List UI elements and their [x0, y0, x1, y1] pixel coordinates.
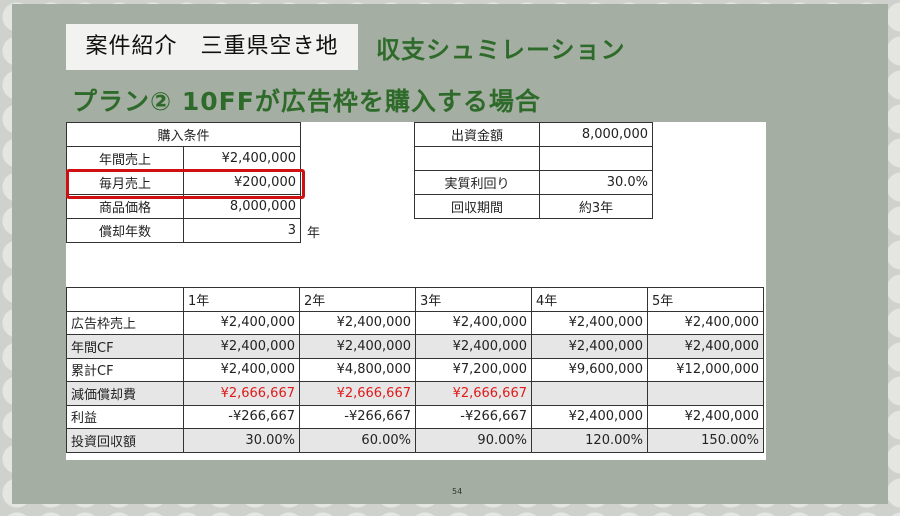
condition-label: 毎月売上: [66, 170, 184, 195]
table-cell: ¥2,666,667: [415, 381, 532, 406]
investment-label: [414, 146, 540, 171]
table-cell: ¥2,400,000: [647, 334, 764, 359]
column-header: 5年: [647, 287, 764, 312]
table-cell: ¥2,400,000: [531, 310, 648, 335]
table-row: 利益 -¥266,667 -¥266,667 -¥266,667 ¥2,400,…: [66, 404, 764, 429]
row-label: 広告枠売上: [66, 310, 184, 335]
spreadsheet: 購入条件 年間売上 ¥2,400,000 毎月売上 ¥200,000 商品価格 …: [66, 122, 766, 460]
project-tag: 案件紹介 三重県空き地: [66, 24, 358, 70]
slide-subtitle: プラン② 10FFが広告枠を購入する場合: [72, 87, 541, 116]
investment-label: 出資金額: [414, 122, 540, 147]
table-cell: ¥9,600,000: [531, 357, 648, 382]
table-cell: ¥7,200,000: [415, 357, 532, 382]
row-label: 利益: [66, 404, 184, 429]
condition-value: ¥200,000: [183, 170, 301, 195]
condition-value: 3: [183, 218, 301, 243]
table-cell: 120.00%: [531, 428, 648, 453]
investment-value: 30.0%: [539, 170, 653, 195]
table-row: 広告枠売上 ¥2,400,000 ¥2,400,000 ¥2,400,000 ¥…: [66, 310, 764, 335]
table-cell: ¥2,400,000: [647, 404, 764, 429]
table-cell: ¥2,400,000: [531, 404, 648, 429]
table-row: 購入条件: [66, 122, 301, 147]
table-cell: ¥4,800,000: [299, 357, 416, 382]
condition-value: ¥2,400,000: [183, 146, 301, 171]
table-row: 年間CF ¥2,400,000 ¥2,400,000 ¥2,400,000 ¥2…: [66, 334, 764, 359]
table-cell: -¥266,667: [183, 404, 300, 429]
investment-label: 実質利回り: [414, 170, 540, 195]
table-cell: 30.00%: [183, 428, 300, 453]
purchase-conditions-table: 購入条件 年間売上 ¥2,400,000 毎月売上 ¥200,000 商品価格 …: [66, 122, 301, 243]
column-header: [66, 287, 184, 312]
table-row: [414, 146, 653, 171]
table-cell: ¥2,400,000: [531, 334, 648, 359]
table-cell: ¥2,666,667: [183, 381, 300, 406]
table-cell: 150.00%: [647, 428, 764, 453]
yearly-table: 1年 2年 3年 4年 5年 広告枠売上 ¥2,400,000 ¥2,400,0…: [66, 287, 764, 453]
table-cell: ¥2,400,000: [415, 334, 532, 359]
table-cell: ¥2,400,000: [183, 310, 300, 335]
table-cell: -¥266,667: [299, 404, 416, 429]
slide-title: 収支シュミレーション: [376, 36, 626, 64]
table-row: 商品価格 8,000,000: [66, 194, 301, 219]
table-row: 投資回収額 30.00% 60.00% 90.00% 120.00% 150.0…: [66, 428, 764, 453]
condition-label: 年間売上: [66, 146, 184, 171]
table-row: 出資金額 8,000,000: [414, 122, 653, 147]
column-header: 1年: [183, 287, 300, 312]
table-cell: -¥266,667: [415, 404, 532, 429]
table-row: 回収期間 約3年: [414, 194, 653, 219]
row-label: 減価償却費: [66, 381, 184, 406]
investment-value: 8,000,000: [539, 122, 653, 147]
table-cell: ¥2,400,000: [299, 334, 416, 359]
table-cell: ¥2,400,000: [183, 334, 300, 359]
investment-value: 約3年: [539, 194, 653, 219]
table-row: 実質利回り 30.0%: [414, 170, 653, 195]
table-header-row: 1年 2年 3年 4年 5年: [66, 287, 764, 312]
table-row: 毎月売上 ¥200,000: [66, 170, 301, 195]
investment-table: 出資金額 8,000,000 実質利回り 30.0% 回収期間 約3年: [414, 122, 653, 219]
condition-value: 8,000,000: [183, 194, 301, 219]
row-label: 投資回収額: [66, 428, 184, 453]
table-cell: ¥2,400,000: [299, 310, 416, 335]
condition-label: 商品価格: [66, 194, 184, 219]
investment-value: [539, 146, 653, 171]
table-cell: ¥2,400,000: [415, 310, 532, 335]
condition-label: 償却年数: [66, 218, 184, 243]
investment-label: 回収期間: [414, 194, 540, 219]
year-unit-label: 年: [307, 226, 321, 241]
table-cell: ¥12,000,000: [647, 357, 764, 382]
table-cell: 90.00%: [415, 428, 532, 453]
column-header: 2年: [299, 287, 416, 312]
table-cell: ¥2,400,000: [647, 310, 764, 335]
column-header: 3年: [415, 287, 532, 312]
table-row: 年間売上 ¥2,400,000: [66, 146, 301, 171]
row-label: 年間CF: [66, 334, 184, 359]
row-label: 累計CF: [66, 357, 184, 382]
table-cell: [531, 381, 648, 406]
column-header: 4年: [531, 287, 648, 312]
table-cell: ¥2,400,000: [183, 357, 300, 382]
table-cell: ¥2,666,667: [299, 381, 416, 406]
table-row: 減価償却費 ¥2,666,667 ¥2,666,667 ¥2,666,667: [66, 381, 764, 406]
purchase-conditions-heading: 購入条件: [66, 122, 301, 147]
page-number: 54: [452, 487, 463, 496]
table-row: 償却年数 3: [66, 218, 301, 243]
table-cell: 60.00%: [299, 428, 416, 453]
table-cell: [647, 381, 764, 406]
table-row: 累計CF ¥2,400,000 ¥4,800,000 ¥7,200,000 ¥9…: [66, 357, 764, 382]
slide: 案件紹介 三重県空き地 収支シュミレーション プラン② 10FFが広告枠を購入す…: [12, 4, 888, 504]
